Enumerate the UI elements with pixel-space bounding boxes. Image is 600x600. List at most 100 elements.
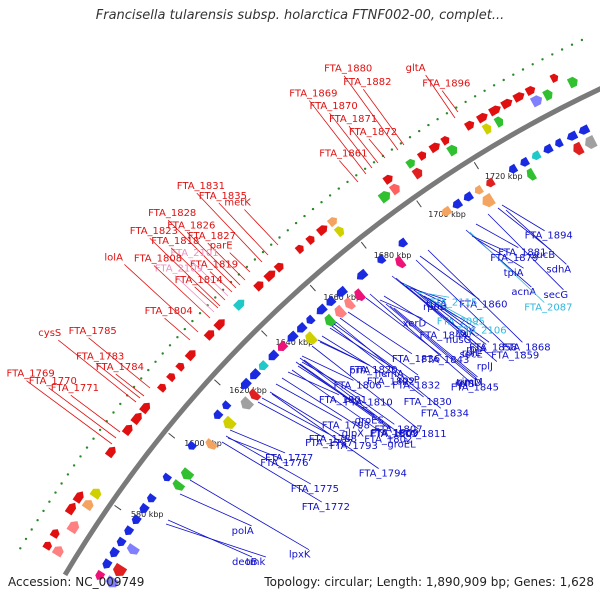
track-dot bbox=[363, 167, 367, 170]
leader-line bbox=[271, 393, 379, 469]
gene-arrow bbox=[316, 303, 328, 315]
ruler-tick bbox=[473, 162, 479, 170]
gene-arrow bbox=[555, 138, 564, 148]
gene-arrow bbox=[573, 141, 585, 156]
track-dot bbox=[320, 201, 323, 204]
gene-arrow bbox=[566, 76, 578, 89]
leader-line bbox=[153, 265, 211, 319]
gene-arrow bbox=[324, 313, 337, 327]
gene-label: FTA_1811 bbox=[398, 429, 446, 440]
leader-line bbox=[261, 397, 329, 435]
reverse-features-track bbox=[95, 124, 598, 588]
gene-label: FTA_1828 bbox=[148, 208, 196, 219]
leader-line bbox=[269, 391, 350, 442]
track-dot bbox=[261, 250, 265, 254]
track-dot bbox=[294, 221, 298, 225]
leader-line bbox=[419, 255, 480, 300]
gene-arrow bbox=[277, 340, 289, 351]
backbone-arc bbox=[62, 86, 600, 577]
gene-label: lpxK bbox=[289, 550, 311, 561]
ruler-tick bbox=[114, 504, 122, 511]
track-dot bbox=[445, 112, 449, 115]
ruler-tick bbox=[214, 379, 221, 386]
gene-arrow bbox=[222, 400, 232, 410]
track-dot bbox=[372, 161, 376, 164]
track-dot bbox=[483, 89, 486, 93]
track-dot bbox=[560, 48, 564, 51]
gene-arrow bbox=[585, 135, 598, 149]
leader-line bbox=[441, 90, 459, 113]
gene-arrow bbox=[463, 191, 474, 202]
forward-features-track bbox=[42, 73, 578, 558]
gene-label: FTA_2101 bbox=[170, 248, 218, 259]
track-dot bbox=[512, 73, 515, 76]
gene-arrow bbox=[464, 120, 475, 131]
leader-line bbox=[299, 357, 408, 440]
gene-labels: FTA_1896 gltA FTA_1882 FTA_1880 FTA_1872 FTA_… bbox=[7, 63, 573, 568]
gene-label: deoB bbox=[232, 557, 258, 568]
track-dot bbox=[427, 123, 430, 127]
leader-line bbox=[58, 339, 137, 403]
gene-label: FTA_1826 bbox=[167, 220, 215, 231]
gene-arrow bbox=[305, 331, 318, 345]
ruler-label: 1720 kbp bbox=[485, 172, 523, 181]
gene-arrow bbox=[223, 415, 237, 429]
track-dot bbox=[278, 236, 281, 239]
gene-label: FTA_2087 bbox=[524, 303, 572, 314]
gene-label: FTA_1787 bbox=[305, 438, 353, 449]
gene-arrow bbox=[305, 235, 315, 245]
gene-arrow bbox=[203, 330, 215, 341]
gene-label: FTA_1771 bbox=[51, 383, 99, 394]
gene-label: FTA_1802 bbox=[364, 434, 412, 445]
gene-label: FTA_1770 bbox=[29, 376, 77, 387]
gene-arrow bbox=[578, 124, 591, 135]
leader-line bbox=[229, 429, 286, 454]
gene-label: FTA_1834 bbox=[421, 408, 469, 419]
gene-arrow bbox=[263, 270, 276, 282]
gene-arrow bbox=[72, 491, 84, 504]
gene-arrow bbox=[333, 226, 345, 238]
leader-line bbox=[218, 202, 269, 256]
gene-label: FTA_1776 bbox=[260, 458, 308, 469]
leader-line bbox=[333, 323, 413, 381]
leader-line bbox=[417, 291, 450, 298]
gene-label: parE bbox=[210, 241, 233, 252]
gene-label: FTA_1859 bbox=[491, 351, 539, 362]
leader-line bbox=[363, 88, 405, 146]
track-dot bbox=[198, 312, 202, 315]
gene-label: FTA_1783 bbox=[76, 351, 124, 362]
track-dot bbox=[168, 344, 172, 347]
ruler-label: 1620 kbp bbox=[229, 386, 267, 395]
gene-arrow bbox=[334, 304, 348, 318]
ruler-tick bbox=[416, 200, 422, 208]
gene-label: rplL bbox=[462, 348, 481, 359]
gene-arrow bbox=[253, 281, 264, 292]
leader-line bbox=[383, 295, 440, 331]
gene-label: FTA_1809 bbox=[371, 428, 419, 439]
track-dot bbox=[48, 500, 51, 503]
gene-arrow bbox=[377, 254, 387, 264]
gene-label: FTA_2115 bbox=[429, 297, 477, 308]
gene-label: FTA_1836 bbox=[392, 354, 440, 365]
gene-label: tufA bbox=[426, 300, 447, 311]
leader-line bbox=[275, 383, 342, 421]
track-dot bbox=[541, 58, 544, 61]
gene-arrow bbox=[542, 89, 553, 101]
track-dot bbox=[147, 368, 150, 372]
leader-line bbox=[48, 387, 117, 439]
gene-arrow bbox=[240, 377, 252, 389]
gene-label: prfA bbox=[349, 365, 370, 376]
leader-line bbox=[497, 207, 552, 251]
leader-line bbox=[415, 259, 512, 351]
backbone-ring bbox=[62, 86, 600, 577]
leader-line bbox=[339, 317, 419, 376]
gene-arrow bbox=[388, 183, 400, 196]
gene-label: FTA_1861 bbox=[319, 149, 367, 160]
gene-arrow bbox=[105, 575, 120, 588]
gene-label: FTA_1804 bbox=[145, 306, 193, 317]
gene-label: rplA bbox=[466, 345, 486, 356]
gene-arrow bbox=[139, 402, 151, 415]
leader-line bbox=[385, 303, 476, 380]
leader-line bbox=[207, 242, 246, 281]
